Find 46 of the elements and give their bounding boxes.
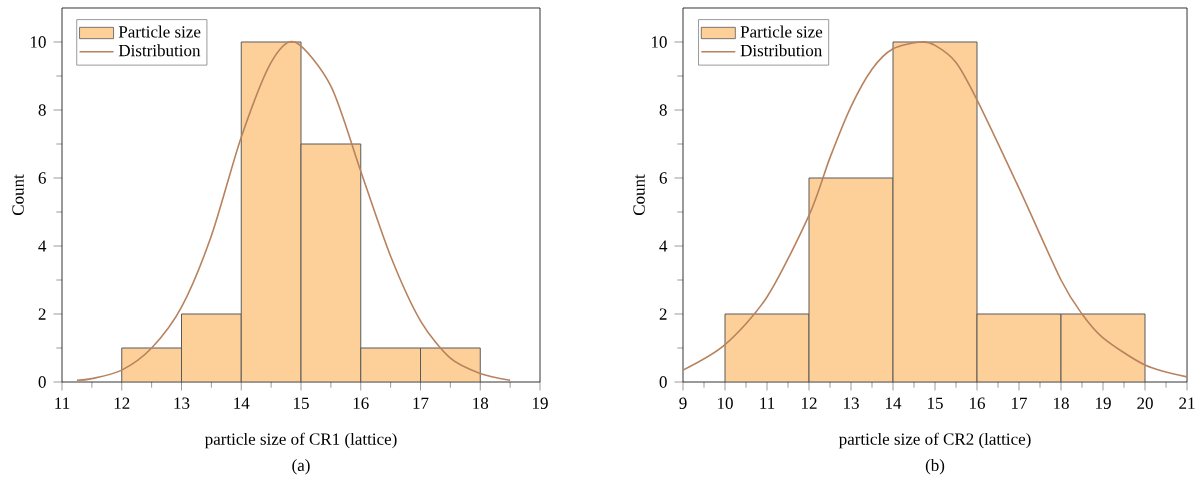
text: (b) xyxy=(925,459,945,475)
x-tick-label: 15 xyxy=(294,397,309,409)
x-tick-label: 9 xyxy=(679,397,687,409)
x-tick-label: 16 xyxy=(353,397,369,409)
y-tick-label: 4 xyxy=(659,240,668,252)
x-tick-label: 18 xyxy=(1054,397,1069,410)
y-tick-label: 8 xyxy=(659,104,667,116)
x-axis-title: particle size of CR2 (lattice) xyxy=(839,432,1031,449)
x-tick-label: 10 xyxy=(718,397,733,410)
x-tick-label: 17 xyxy=(1012,397,1028,409)
x-tick-label: 18 xyxy=(473,397,489,410)
legend-label: Distribution xyxy=(740,44,823,57)
y-tick-label: 6 xyxy=(659,172,667,184)
x-tick-label: 15 xyxy=(928,397,943,409)
x-tick-label: 14 xyxy=(886,397,902,409)
legend-label: Particle size xyxy=(740,25,823,38)
x-tick-label: 17 xyxy=(413,397,429,409)
x-tick-label: 11 xyxy=(760,397,775,409)
x-tick-label: 11 xyxy=(55,397,70,409)
y-tick-label: 10 xyxy=(651,36,667,48)
y-tick-label: 8 xyxy=(38,104,46,116)
x-tick-label: 21 xyxy=(1179,397,1195,409)
x-tick-label: 12 xyxy=(802,397,817,409)
x-tick-label: 20 xyxy=(1137,397,1153,410)
y-tick-label: 0 xyxy=(38,376,46,388)
text: (a) xyxy=(292,459,310,475)
y-tick-label: 0 xyxy=(659,376,667,388)
x-tick-label: 19 xyxy=(1096,397,1111,409)
legend-label: Distribution xyxy=(118,44,201,57)
y-axis-title: Count xyxy=(633,174,645,216)
line-series xyxy=(76,41,511,382)
y-tick-label: 2 xyxy=(38,308,46,320)
x-tick-label: 14 xyxy=(234,397,250,409)
y-tick-label: 4 xyxy=(38,240,47,252)
y-tick-label: 2 xyxy=(659,308,667,320)
x-tick-label: 13 xyxy=(844,397,859,409)
y-tick-label: 6 xyxy=(38,172,46,184)
y-axis-title: Count xyxy=(12,174,24,216)
line-series xyxy=(683,41,1188,378)
x-tick-label: 19 xyxy=(533,397,548,409)
legend-label: Particle size xyxy=(118,25,201,38)
y-tick-label: 10 xyxy=(30,36,46,48)
x-tick-label: 13 xyxy=(174,397,190,409)
x-tick-label: 12 xyxy=(114,397,130,409)
x-tick-label: 16 xyxy=(970,397,986,409)
x-axis-title: particle size of CR1 (lattice) xyxy=(204,432,397,449)
